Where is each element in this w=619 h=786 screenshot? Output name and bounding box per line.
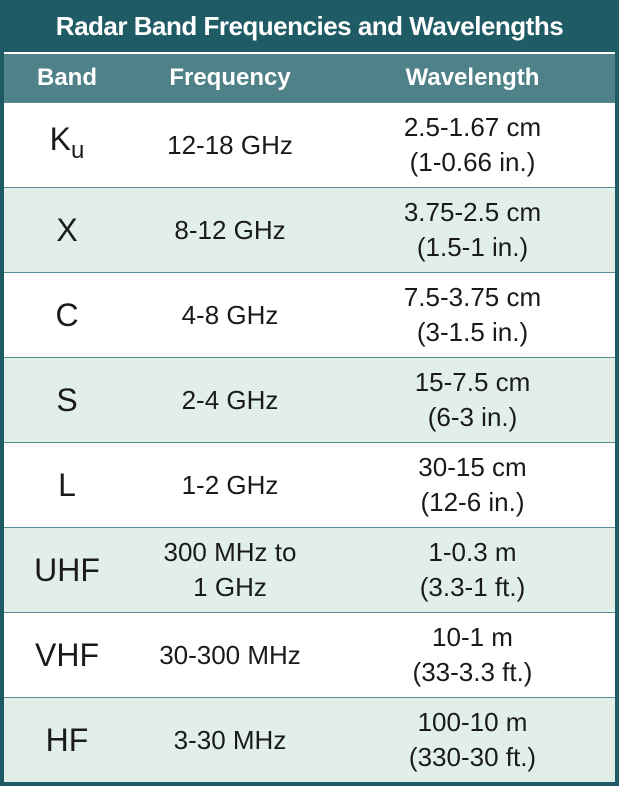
wavelength-line: (1-0.66 in.) [409,147,536,177]
column-header: Frequency [169,64,291,91]
column-header: Wavelength [405,64,540,91]
band-name: VHF [35,636,99,673]
table-title: Radar Band Frequencies and Wavelengths [4,0,615,52]
band-subscript: u [70,137,85,164]
band-cell: S [4,358,130,442]
band-name: L [58,466,76,503]
wavelength-line: (3-1.5 in.) [416,317,529,347]
wavelength-cell: 100-10 m (330-30 ft.) [330,698,615,782]
table-row: L 1-2 GHz 30-15 cm (12-6 in.) [4,442,615,527]
band-name: UHF [34,551,100,588]
frequency-cell: 300 MHz to 1 GHz [130,528,330,612]
table-row: HF 3-30 MHz 100-10 m (330-30 ft.) [4,697,615,782]
wavelength-line: (33-3.3 ft.) [412,657,533,687]
wavelength-line: (1.5-1 in.) [416,232,529,262]
band-text: Ku [50,122,85,168]
band-cell: UHF [4,528,130,612]
wavelength-line: 7.5-3.75 cm [403,282,542,312]
table-row: VHF 30-300 MHz 10-1 m (33-3.3 ft.) [4,612,615,697]
frequency-line: 8-12 GHz [174,214,286,245]
table-row: X 8-12 GHz 3.75-2.5 cm (1.5-1 in.) [4,187,615,272]
wavelength-cell: 10-1 m (33-3.3 ft.) [330,613,615,697]
frequency-cell: 30-300 MHz [130,613,330,697]
wavelength-cell: 1-0.3 m (3.3-1 ft.) [330,528,615,612]
band-name: HF [45,721,89,758]
band-text: S [56,381,78,418]
header-row: Band Frequency Wavelength [4,52,615,102]
frequency-line: 4-8 GHz [181,299,279,330]
frequency-cell: 4-8 GHz [130,273,330,357]
band-text: UHF [34,551,100,588]
wavelength-cell: 7.5-3.75 cm (3-1.5 in.) [330,273,615,357]
wavelength-line: 1-0.3 m [428,537,517,567]
table-body: Ku 12-18 GHz 2.5-1.67 cm (1-0.66 in.) X 8-12 … [4,102,615,782]
band-name: S [56,381,78,418]
band-name: K [49,121,71,157]
band-text: X [56,211,78,248]
wavelength-line: 10-1 m [432,622,513,652]
table-row: C 4-8 GHz 7.5-3.75 cm (3-1.5 in.) [4,272,615,357]
table-row: S 2-4 GHz 15-7.5 cm (6-3 in.) [4,357,615,442]
frequency-line: 30-300 MHz [159,639,301,670]
table-row: Ku 12-18 GHz 2.5-1.67 cm (1-0.66 in.) [4,102,615,187]
wavelength-line: 15-7.5 cm [414,367,531,397]
band-text: VHF [35,636,99,673]
wavelength-line: (6-3 in.) [427,402,518,432]
band-text: L [58,466,76,503]
frequency-cell: 12-18 GHz [130,103,330,187]
column-header: Band [37,64,97,91]
frequency-line: 3-30 MHz [173,724,287,755]
frequency-cell: 2-4 GHz [130,358,330,442]
frequency-line: 300 MHz to [163,537,297,567]
band-cell: Ku [4,103,130,187]
band-cell: L [4,443,130,527]
table-row: UHF 300 MHz to 1 GHz 1-0.3 m (3.3-1 ft.) [4,527,615,612]
band-cell: X [4,188,130,272]
band-text: C [55,296,79,333]
wavelength-line: (330-30 ft.) [408,742,537,772]
wavelength-cell: 30-15 cm (12-6 in.) [330,443,615,527]
wavelength-cell: 2.5-1.67 cm (1-0.66 in.) [330,103,615,187]
band-cell: C [4,273,130,357]
frequency-line: 1 GHz [193,572,267,602]
wavelength-line: 30-15 cm [418,452,527,482]
frequency-line: 2-4 GHz [181,384,279,415]
band-cell: HF [4,698,130,782]
wavelength-line: 100-10 m [417,707,528,737]
wavelength-line: 2.5-1.67 cm [403,112,542,142]
wavelength-cell: 15-7.5 cm (6-3 in.) [330,358,615,442]
wavelength-line: (12-6 in.) [420,487,525,517]
frequency-cell: 1-2 GHz [130,443,330,527]
frequency-cell: 3-30 MHz [130,698,330,782]
frequency-line: 1-2 GHz [181,469,279,500]
frequency-line: 12-18 GHz [167,129,293,160]
wavelength-cell: 3.75-2.5 cm (1.5-1 in.) [330,188,615,272]
frequency-cell: 8-12 GHz [130,188,330,272]
wavelength-line: 3.75-2.5 cm [403,197,542,227]
band-cell: VHF [4,613,130,697]
band-text: HF [45,721,89,758]
wavelength-line: (3.3-1 ft.) [419,572,526,602]
band-name: C [55,296,79,333]
band-name: X [56,211,78,248]
